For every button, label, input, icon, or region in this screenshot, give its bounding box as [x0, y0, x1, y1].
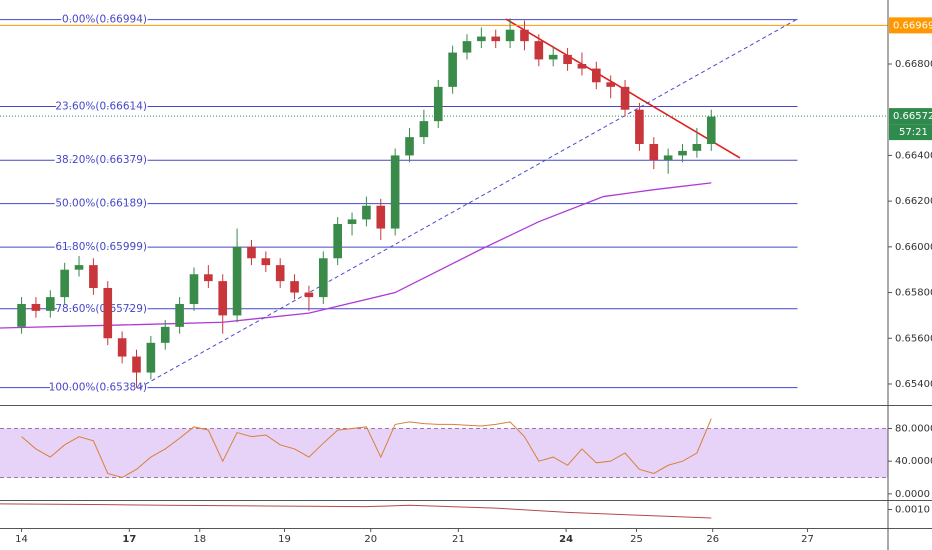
fib-level-label: 50.00%(0.66189): [55, 198, 147, 210]
candle-body: [218, 281, 228, 316]
candle-body: [706, 116, 716, 144]
candle-body: [60, 269, 69, 298]
candle-body: [103, 287, 113, 339]
candle-body: [477, 36, 486, 42]
oscillator-panel: [0, 503, 712, 519]
candle-body: [520, 29, 529, 42]
candle-body: [534, 41, 544, 60]
candle-body: [362, 205, 371, 220]
candle-body: [390, 155, 400, 229]
candle-body: [491, 36, 501, 42]
fib-level-label: 38.20%(0.66379): [55, 154, 147, 166]
candle-body: [304, 292, 314, 298]
x-tick-label: 21: [452, 534, 465, 545]
candle-body: [678, 150, 687, 156]
candle-body: [577, 63, 587, 69]
price-panel: 0.00%(0.66994) 23.60%(0.66614) 38.20%(0.66…: [0, 12, 888, 395]
candle-body: [548, 54, 558, 60]
x-tick-label: 25: [630, 534, 643, 545]
price-tag: [889, 17, 932, 34]
fib-level-label: 100.00%(0.65384): [49, 382, 147, 394]
x-tick-label: 24: [559, 534, 573, 545]
rsi-panel: [0, 418, 888, 479]
countdown-tag: [889, 124, 932, 141]
candle-body: [448, 52, 457, 87]
candle-body: [290, 281, 299, 293]
candle-body: [175, 303, 184, 327]
candle-body: [692, 143, 702, 151]
candle-body: [347, 219, 357, 224]
candle-body: [649, 143, 659, 160]
x-tick-label: 19: [278, 534, 291, 545]
x-tick-label: 27: [801, 534, 814, 545]
candle-body: [232, 246, 242, 316]
candle-body: [132, 356, 141, 373]
candle-body: [31, 303, 41, 311]
x-tick-label: 20: [364, 534, 377, 545]
candle-body: [261, 258, 271, 266]
candle-body: [563, 54, 572, 64]
y-tick-label: 0.0000: [895, 489, 930, 500]
candle-body: [606, 82, 615, 87]
candle-body: [204, 274, 213, 282]
fib-level-label: 61.80%(0.65999): [55, 241, 147, 253]
countdown: 57:21: [899, 127, 928, 138]
x-tick-label: 17: [122, 534, 136, 545]
candle-body: [318, 258, 328, 298]
candle-body: [663, 155, 673, 160]
x-tick-label: 26: [706, 534, 719, 545]
price-tag-label: 0.66969: [893, 20, 932, 31]
candle-body: [405, 137, 414, 156]
candle-body: [117, 338, 127, 357]
candle-body: [592, 68, 601, 83]
candle-body: [462, 41, 472, 53]
candle-body: [160, 326, 170, 343]
candle-body: [189, 274, 199, 304]
candle-body: [620, 86, 630, 110]
candle-body: [146, 342, 156, 373]
y-tick-label: 40.0000: [895, 456, 932, 467]
candle-body: [433, 86, 443, 122]
candle-body: [247, 246, 256, 259]
fib-level-label: 23.60%(0.66614): [55, 101, 147, 113]
x-tick-label: 18: [193, 534, 206, 545]
candle-body: [505, 29, 515, 42]
fib-level-label: 0.00%(0.66994): [62, 14, 147, 26]
candle-body: [89, 265, 98, 288]
candle-body: [333, 223, 342, 259]
y-tick-label: 0.65400: [895, 379, 932, 390]
band-fill: [0, 428, 888, 478]
y-tick-label: 80.0000: [895, 423, 932, 434]
price-tag: [889, 108, 932, 125]
candle-body: [17, 303, 26, 327]
candle-body: [275, 265, 285, 282]
y-tick-label: 0.0010: [895, 505, 930, 516]
fib-level-label: 78.60%(0.65729): [55, 303, 147, 315]
candle-body: [376, 205, 386, 229]
indicator-line: [21, 418, 712, 479]
price-tag-label: 0.66572: [893, 111, 932, 122]
indicator-line: [0, 503, 712, 519]
candle-body: [419, 121, 429, 138]
x-tick-label: 14: [15, 534, 28, 545]
candle-body: [635, 109, 644, 144]
candle-body: [74, 265, 84, 270]
candle-body: [45, 297, 55, 311]
